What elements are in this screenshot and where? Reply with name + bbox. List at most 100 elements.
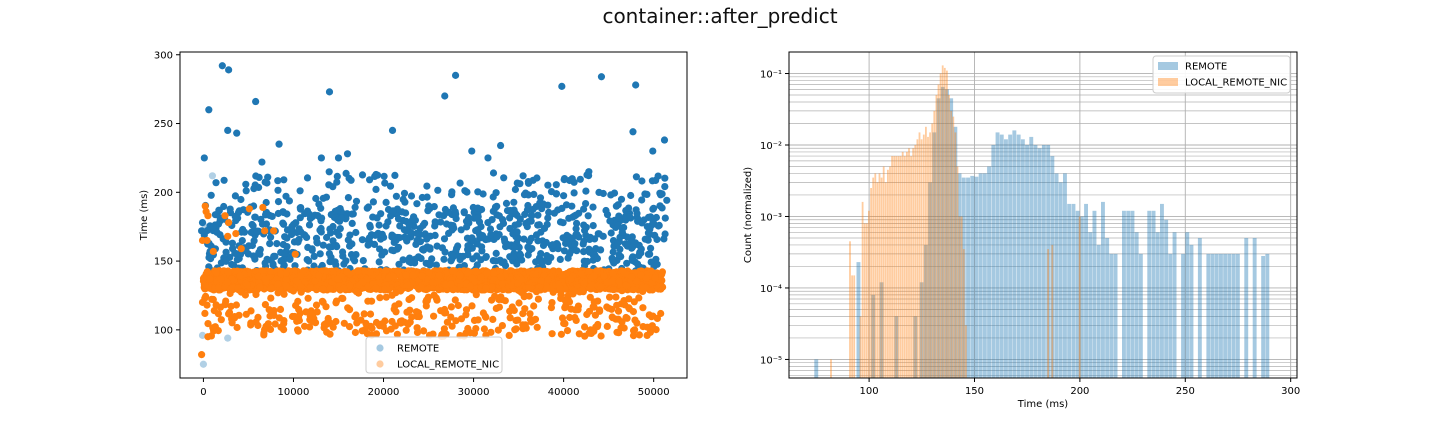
scatter-point (632, 81, 640, 89)
scatter-point (420, 245, 428, 253)
scatter-point (382, 293, 390, 301)
scatter-point (618, 228, 626, 236)
scatter-point (282, 282, 290, 290)
histogram-bar (1012, 130, 1017, 378)
scatter-point (224, 232, 232, 240)
histogram-bar (933, 110, 936, 378)
scatter-point (606, 217, 614, 225)
scatter-point (599, 232, 607, 240)
scatter-point (407, 259, 415, 267)
scatter-point (404, 281, 412, 289)
scatter-point (483, 269, 491, 277)
scatter-point (277, 270, 285, 278)
scatter-point (237, 228, 246, 236)
scatter-point (532, 288, 541, 296)
scatter-point (389, 207, 397, 215)
scatter-point (245, 205, 253, 213)
scatter-point (430, 203, 438, 211)
scatter-point (463, 269, 472, 277)
histogram-bar (1168, 253, 1173, 378)
histogram-bar (1016, 134, 1021, 378)
scatter-point (313, 308, 321, 316)
histogram-bar (936, 98, 941, 378)
scatter-point (233, 256, 241, 264)
scatter-point (451, 208, 459, 216)
y-axis-label: Time (ms) (139, 190, 150, 242)
scatter-point (501, 297, 509, 305)
scatter-point (345, 323, 354, 331)
scatter-point (576, 175, 584, 183)
scatter-point (381, 248, 389, 256)
scatter-point (570, 189, 578, 197)
histogram-bar (945, 89, 949, 378)
scatter-point (348, 219, 356, 227)
scatter-point (225, 308, 234, 316)
histogram-bar (1033, 145, 1038, 378)
scatter-point (267, 233, 275, 241)
scatter-point (452, 317, 460, 325)
scatter-point (432, 261, 440, 269)
scatter-point (376, 294, 384, 302)
scatter-point (207, 255, 215, 263)
scatter-point (519, 172, 527, 180)
scatter-point (501, 238, 509, 246)
scatter-point (638, 219, 646, 227)
scatter-point (430, 291, 438, 299)
scatter-point (333, 206, 342, 214)
scatter-point (299, 267, 308, 275)
scatter-point (454, 301, 462, 310)
scatter-point-faded (198, 331, 207, 339)
histogram-bar (912, 148, 915, 378)
scatter-point (443, 269, 451, 277)
scatter-point (492, 249, 500, 257)
scatter-point (402, 271, 410, 279)
scatter-point (261, 227, 269, 235)
scatter-point (266, 240, 274, 248)
scatter-point (360, 310, 368, 318)
scatter-point (273, 240, 281, 248)
scatter-point (489, 169, 498, 177)
scatter-point (429, 278, 437, 287)
scatter-point (590, 272, 598, 280)
scatter-point (275, 140, 283, 148)
legend-marker (376, 360, 384, 368)
scatter-point (512, 316, 520, 325)
histogram-bar (1004, 139, 1008, 378)
scatter-point (380, 172, 388, 180)
histogram-bar (946, 70, 948, 378)
scatter-point (615, 214, 623, 222)
scatter-point (238, 237, 246, 245)
scatter-point (372, 185, 380, 193)
scatter-point (202, 292, 210, 300)
histogram-bar (849, 241, 851, 378)
histogram-bar (1047, 249, 1049, 378)
histogram-bar (876, 182, 879, 378)
scatter-point (267, 284, 276, 292)
scatter-point (447, 303, 455, 311)
legend-label: LOCAL_REMOTE_NIC (397, 360, 499, 371)
scatter-point (418, 193, 426, 202)
scatter-point (346, 306, 354, 314)
scatter-point (296, 187, 304, 195)
histogram-bar (1227, 253, 1232, 378)
scatter-point (478, 247, 486, 255)
scatter-point (423, 235, 431, 243)
histogram-bar (906, 151, 908, 378)
scatter-point (261, 275, 269, 283)
legend-box (1152, 55, 1291, 94)
scatter-point (390, 238, 398, 246)
scatter-point (254, 313, 262, 321)
scatter-point (423, 296, 431, 304)
scatter-point (228, 260, 236, 269)
legend: REMOTE LOCAL_REMOTE_NIC (1152, 55, 1291, 94)
scatter-point (201, 202, 209, 210)
scatter-point (274, 289, 282, 297)
histogram-bar (914, 145, 917, 378)
histogram-bar (937, 84, 940, 378)
scatter-point (308, 245, 316, 253)
scatter-point (402, 326, 410, 334)
scatter-point (437, 218, 445, 226)
scatter-point (337, 214, 346, 222)
histogram-bar (887, 169, 889, 378)
histogram-bar (851, 275, 853, 378)
